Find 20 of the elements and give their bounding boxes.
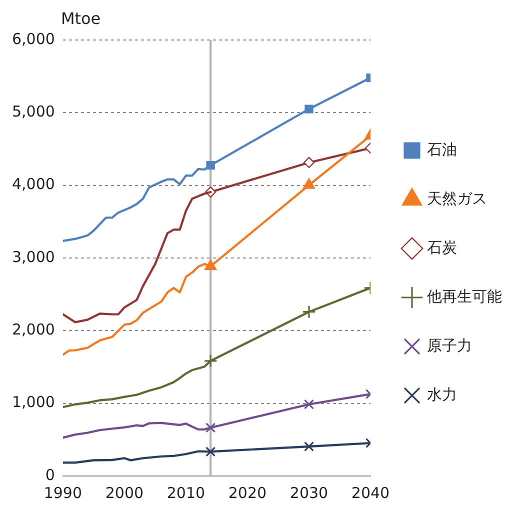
y-tick-label: 6,000 xyxy=(12,30,55,48)
legend-label: 他再生可能 xyxy=(427,287,502,306)
x-tick-label: 2010 xyxy=(166,484,206,502)
legend-label: 天然ガス xyxy=(427,189,487,208)
y-tick-label: 2,000 xyxy=(12,320,55,339)
x-tick-label: 2040 xyxy=(351,484,390,502)
x-tick-label: 2030 xyxy=(290,484,328,502)
y-tick-label: 0 xyxy=(45,466,55,484)
x-tick-label: 1990 xyxy=(44,484,82,502)
y-tick-label: 3,000 xyxy=(12,248,55,266)
y-tick-label: 1,000 xyxy=(12,393,55,412)
legend-label: 原子力 xyxy=(427,336,472,354)
y-tick-label: 4,000 xyxy=(12,175,55,194)
x-tick-label: 2020 xyxy=(228,484,267,502)
y-axis-title: Mtoe xyxy=(60,9,101,28)
x-tick-label: 2000 xyxy=(105,484,144,502)
legend-label: 石炭 xyxy=(427,238,457,256)
legend-label: 水力 xyxy=(427,385,457,404)
y-tick-label: 5,000 xyxy=(12,102,55,121)
legend-label: 石油 xyxy=(427,140,457,158)
